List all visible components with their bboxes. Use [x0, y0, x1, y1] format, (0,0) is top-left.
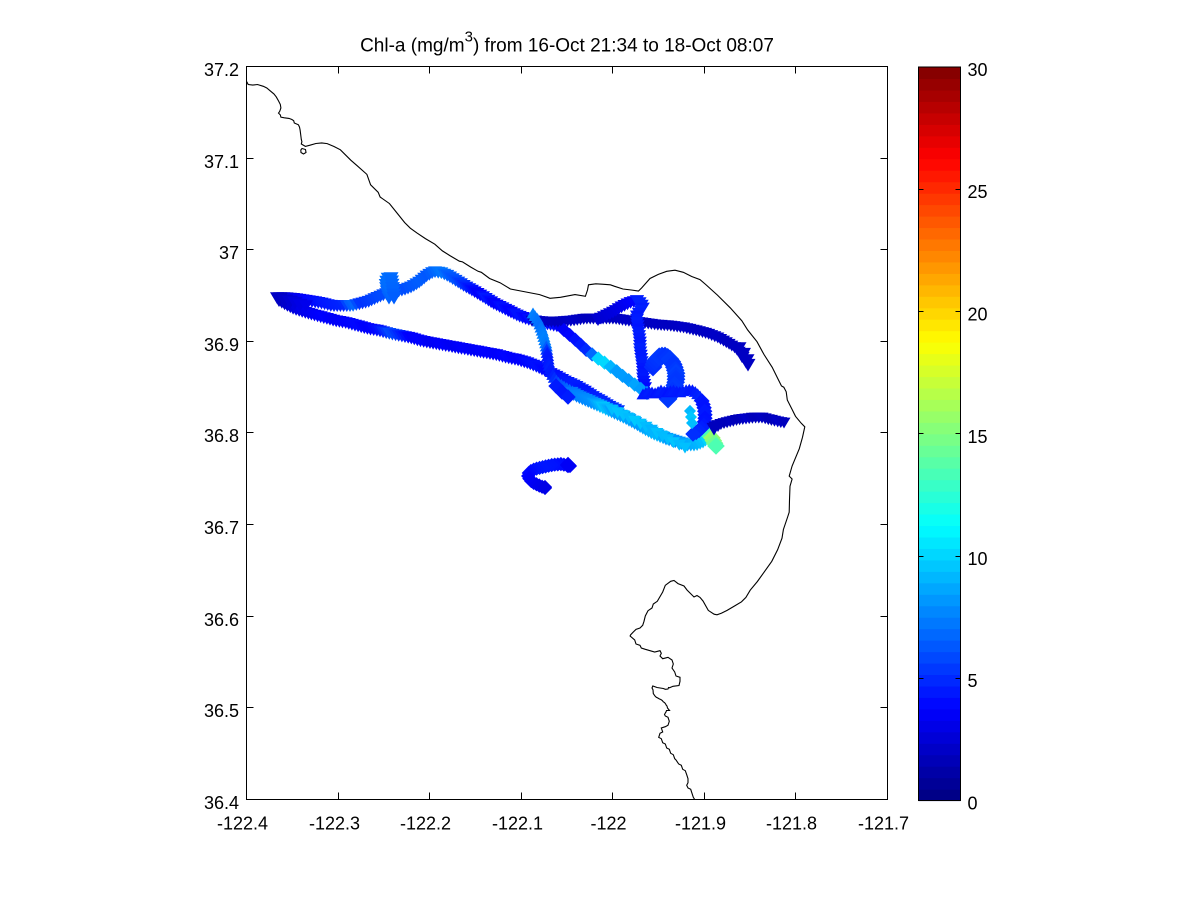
svg-text:36.9: 36.9 — [204, 335, 239, 355]
svg-text:25: 25 — [968, 182, 988, 202]
svg-text:36.5: 36.5 — [204, 701, 239, 721]
svg-text:37.1: 37.1 — [204, 152, 239, 172]
svg-text:-121.8: -121.8 — [766, 814, 817, 834]
svg-text:20: 20 — [968, 305, 988, 325]
svg-text:30: 30 — [968, 60, 988, 80]
svg-text:-122.2: -122.2 — [400, 814, 451, 834]
svg-text:37.2: 37.2 — [204, 60, 239, 80]
svg-text:36.7: 36.7 — [204, 518, 239, 538]
svg-text:10: 10 — [968, 549, 988, 569]
svg-text:36.8: 36.8 — [204, 426, 239, 446]
svg-text:-122.4: -122.4 — [217, 814, 268, 834]
svg-text:0: 0 — [968, 794, 978, 814]
svg-text:15: 15 — [968, 427, 988, 447]
svg-text:36.4: 36.4 — [204, 793, 239, 813]
svg-text:-121.9: -121.9 — [675, 814, 726, 834]
svg-text:-122.1: -122.1 — [492, 814, 543, 834]
svg-text:-122.3: -122.3 — [309, 814, 360, 834]
svg-text:36.6: 36.6 — [204, 610, 239, 630]
svg-text:-122: -122 — [590, 814, 626, 834]
svg-text:5: 5 — [968, 671, 978, 691]
svg-text:-121.7: -121.7 — [858, 814, 909, 834]
svg-text:37: 37 — [219, 243, 239, 263]
